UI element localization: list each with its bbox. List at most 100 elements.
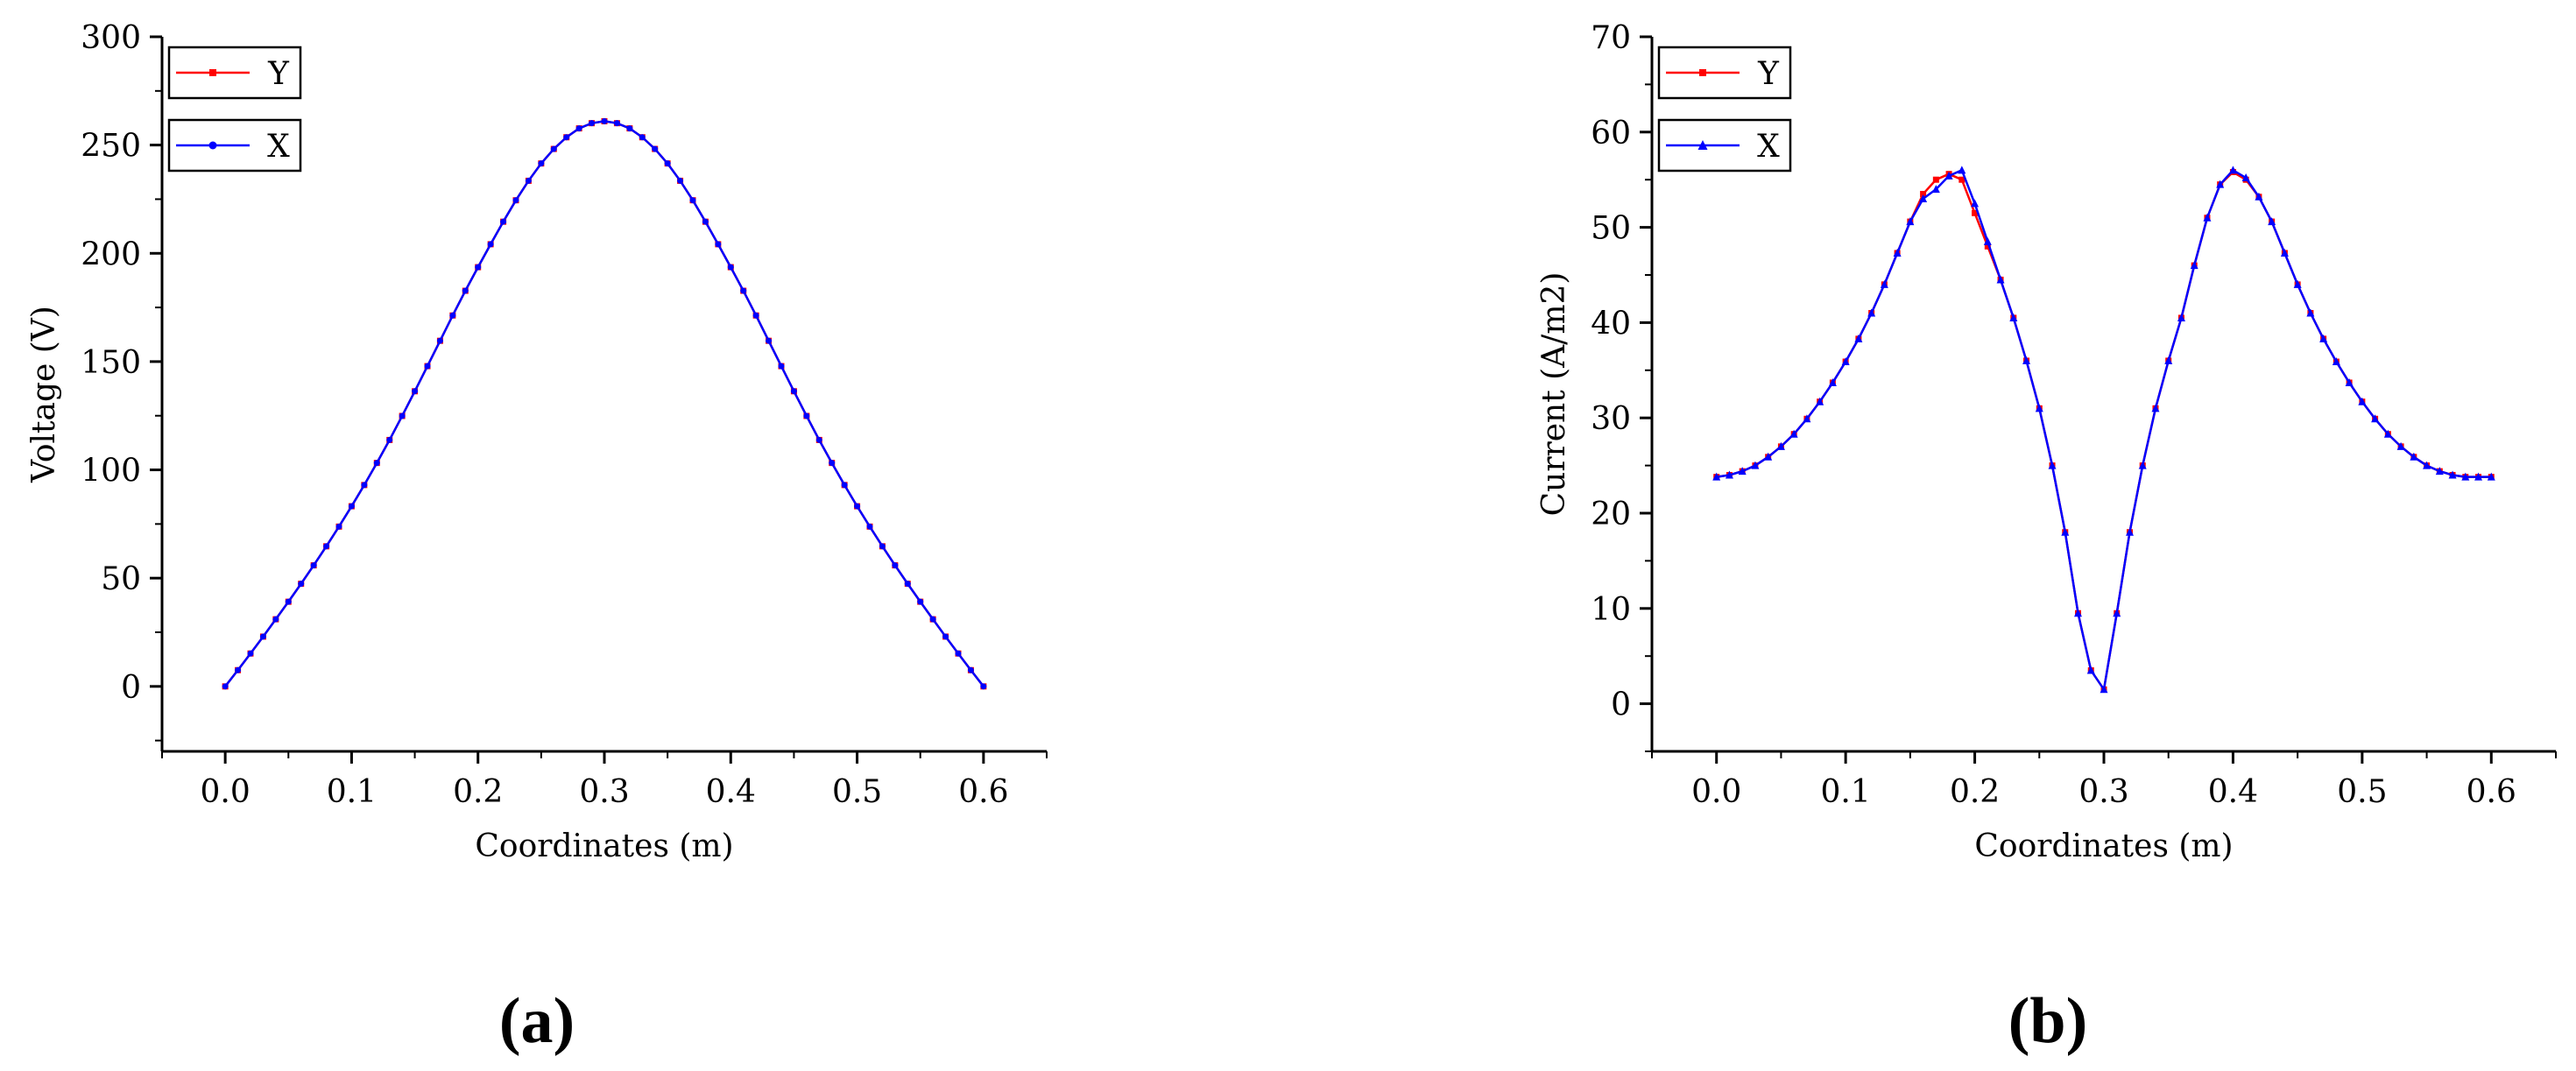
- y-tick-label: 60: [1591, 116, 1631, 151]
- series-x-point: [310, 562, 317, 569]
- x-tick-label: 0.1: [327, 774, 377, 810]
- series-x-point: [2203, 213, 2212, 222]
- series-x-point: [942, 633, 949, 640]
- series-x-point: [1867, 308, 1876, 317]
- series-x-point: [2461, 472, 2470, 481]
- series-x-point: [2216, 180, 2225, 188]
- legend-marker: [209, 69, 216, 76]
- series-x-point: [2035, 404, 2043, 412]
- panel-label: (b): [2008, 985, 2087, 1057]
- series-x-point: [892, 562, 899, 569]
- series-x-point: [866, 523, 873, 530]
- y-tick-label: 20: [1591, 497, 1631, 532]
- series-x-point: [854, 503, 861, 510]
- x-tick-label: 0.2: [453, 774, 503, 810]
- series-x-point: [500, 218, 507, 225]
- y-tick-label: 10: [1591, 592, 1631, 628]
- series-x-point: [2255, 192, 2263, 201]
- series-x-point: [929, 616, 936, 623]
- series-x-point: [702, 218, 709, 225]
- series-x-point: [2410, 452, 2418, 461]
- series-x-point: [841, 482, 848, 489]
- series-x-point: [1816, 397, 1824, 405]
- series-x-point: [272, 616, 279, 623]
- series-x-point: [475, 264, 482, 271]
- y-axis-title: Current (A/m2): [1536, 272, 1572, 517]
- legend-label: X: [1757, 129, 1780, 165]
- series-x-point: [1893, 248, 1902, 257]
- series-x-point: [2113, 609, 2121, 617]
- series-x-point: [740, 287, 747, 294]
- series-x-point: [2371, 414, 2380, 423]
- series-x-point: [449, 312, 456, 319]
- series-x-point: [285, 598, 292, 605]
- series-x-point: [589, 120, 596, 127]
- series-x-point: [2151, 404, 2160, 412]
- series-y-point: [1972, 209, 1979, 216]
- series-y-line: [224, 120, 985, 687]
- panel-b-chart: 0.0 0.1 0.2 0.3 0.4 0.5 0.6 0 10 20 30 40 50 60 70 Coor…: [1536, 20, 2557, 1057]
- series-x-point: [1828, 377, 1837, 386]
- x-tick-label: 0.4: [706, 774, 756, 810]
- series-x-point: [512, 197, 519, 204]
- series-x-point: [727, 264, 734, 271]
- series-x-point: [715, 241, 722, 248]
- series-x-point: [2009, 313, 2018, 321]
- series-y-point: [1984, 243, 1991, 250]
- x-tick-label: 0.1: [1821, 774, 1871, 810]
- series-x-point: [298, 581, 305, 588]
- series-x-point: [1958, 166, 1966, 174]
- series-x-point: [2423, 461, 2431, 469]
- series-x-point: [348, 503, 355, 510]
- series-x-point: [955, 650, 962, 657]
- series-x-point: [386, 436, 393, 443]
- series-x-point: [2125, 527, 2134, 536]
- series-x-point: [2345, 377, 2354, 386]
- series-x-point: [1996, 275, 2005, 284]
- series-x-point: [2061, 527, 2070, 536]
- series-x-point: [2306, 308, 2315, 317]
- series-x-point: [1944, 171, 1953, 180]
- series-x-point: [2474, 472, 2483, 481]
- series-x-point: [235, 666, 242, 673]
- series-x-point: [436, 337, 443, 344]
- series-x-point: [399, 412, 406, 419]
- series-x-point: [689, 197, 696, 204]
- series-x-point: [917, 598, 924, 605]
- series-x-point: [2332, 357, 2340, 366]
- series-x-point: [1906, 217, 1915, 226]
- series-x-point: [2022, 356, 2031, 364]
- panel-a-chart: 0.0 0.1 0.2 0.3 0.4 0.5 0.6 0 50 100 150 200 250 300 C…: [26, 20, 1048, 1057]
- series-x-point: [462, 287, 469, 294]
- series-y-point: [1920, 191, 1927, 198]
- legend-label: Y: [267, 56, 290, 92]
- series-x-point: [1725, 470, 1733, 479]
- series-x-point: [2487, 472, 2495, 481]
- series-x-point: [2177, 313, 2185, 321]
- series-x-point: [1776, 441, 1785, 450]
- series-x-point: [424, 363, 431, 370]
- legend-marker: [1699, 69, 1706, 76]
- series-x-point: [752, 312, 759, 319]
- series-x-point: [412, 388, 419, 395]
- series-x-point: [563, 134, 570, 141]
- x-tick-label: 0.0: [201, 774, 251, 810]
- legend-marker: [208, 141, 217, 150]
- series-x-point: [222, 683, 229, 690]
- x-tick-label: 0.4: [2208, 774, 2258, 810]
- y-tick-label: 100: [81, 454, 141, 490]
- series-x-point: [803, 412, 810, 419]
- series-x-point: [664, 160, 671, 167]
- y-tick-label: 200: [81, 236, 141, 272]
- series-y-point: [1958, 176, 1966, 183]
- series-x-point: [626, 125, 633, 132]
- series-x-point: [1841, 357, 1850, 366]
- series-x-point: [487, 241, 494, 248]
- series-x-point: [1919, 194, 1928, 202]
- series-x-point: [1854, 334, 1863, 342]
- series-x-point: [1880, 279, 1888, 288]
- series-x-point: [2241, 173, 2250, 182]
- series-x-point: [980, 683, 987, 690]
- x-tick-label: 0.6: [958, 774, 1008, 810]
